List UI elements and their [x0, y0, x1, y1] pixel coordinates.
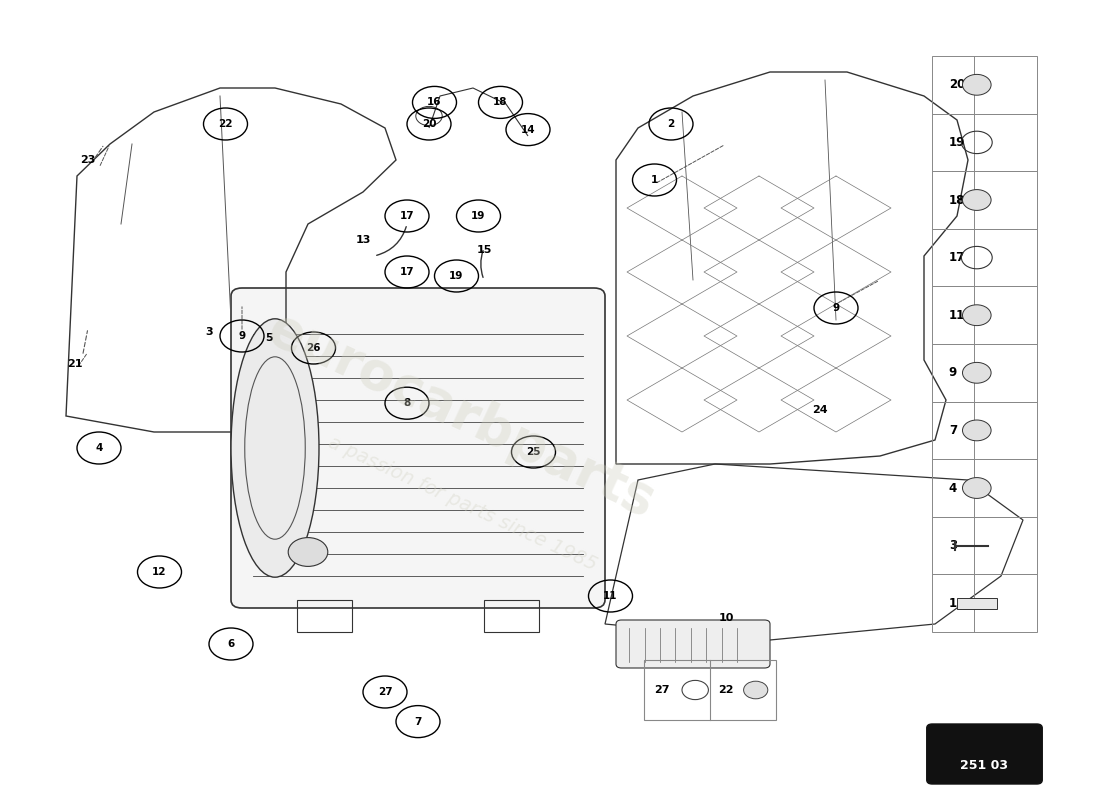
Text: 9: 9: [239, 331, 245, 341]
Text: 18: 18: [493, 98, 508, 107]
Circle shape: [962, 74, 991, 95]
Text: 27: 27: [377, 687, 393, 697]
Ellipse shape: [231, 318, 319, 578]
Text: 4: 4: [948, 482, 957, 494]
Text: 7: 7: [415, 717, 421, 726]
Text: 9: 9: [833, 303, 839, 313]
Text: 11: 11: [948, 309, 965, 322]
FancyBboxPatch shape: [957, 598, 997, 609]
Text: 13: 13: [355, 235, 371, 245]
Text: 20: 20: [948, 78, 965, 91]
Text: 5: 5: [266, 333, 273, 342]
Text: 3: 3: [206, 327, 212, 337]
Text: a passion for parts since 1985: a passion for parts since 1985: [324, 433, 600, 575]
Text: 27: 27: [654, 685, 670, 695]
Text: 26: 26: [306, 343, 321, 353]
Text: 24: 24: [812, 405, 827, 414]
Text: 20: 20: [421, 119, 437, 129]
Circle shape: [962, 420, 991, 441]
Text: 19: 19: [471, 211, 486, 221]
Text: 7: 7: [948, 424, 957, 437]
Text: 6: 6: [228, 639, 234, 649]
Text: 22: 22: [218, 119, 233, 129]
Text: 17: 17: [948, 251, 965, 264]
Text: 14: 14: [520, 125, 536, 134]
Text: 11: 11: [603, 591, 618, 601]
Circle shape: [962, 305, 991, 326]
Text: 22: 22: [718, 685, 734, 695]
Text: 23: 23: [80, 155, 96, 165]
Circle shape: [962, 190, 991, 210]
Text: 3: 3: [948, 539, 957, 552]
Circle shape: [962, 362, 991, 383]
FancyBboxPatch shape: [231, 288, 605, 608]
Text: 19: 19: [449, 271, 464, 281]
Text: eurocarbparts: eurocarbparts: [260, 303, 664, 529]
Text: 25: 25: [526, 447, 541, 457]
Text: 9: 9: [948, 366, 957, 379]
Text: 12: 12: [152, 567, 167, 577]
Circle shape: [744, 681, 768, 699]
Text: 1: 1: [651, 175, 658, 185]
Text: 21: 21: [67, 359, 82, 369]
Text: 2: 2: [668, 119, 674, 129]
Text: 10: 10: [718, 613, 734, 622]
Circle shape: [962, 478, 991, 498]
Text: 19: 19: [948, 136, 965, 149]
Text: 15: 15: [476, 245, 492, 254]
FancyBboxPatch shape: [926, 724, 1043, 784]
Text: 4: 4: [96, 443, 102, 453]
FancyBboxPatch shape: [616, 620, 770, 668]
Text: 17: 17: [399, 267, 415, 277]
Text: 8: 8: [404, 398, 410, 408]
Text: 251 03: 251 03: [960, 759, 1009, 772]
Text: 1: 1: [948, 597, 957, 610]
Text: 16: 16: [427, 98, 442, 107]
Text: 17: 17: [399, 211, 415, 221]
Text: 18: 18: [948, 194, 965, 206]
Circle shape: [288, 538, 328, 566]
